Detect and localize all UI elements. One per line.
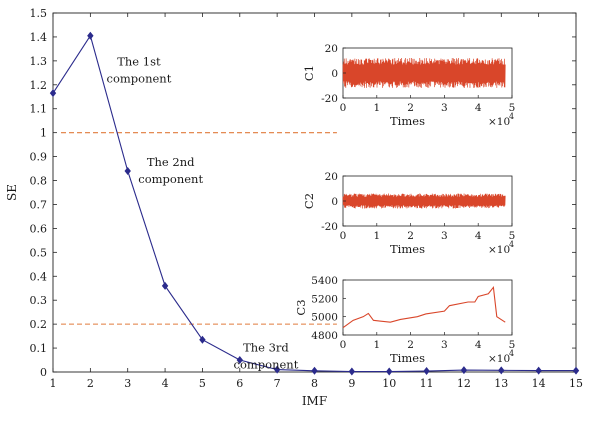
inset-signal (342, 193, 506, 209)
inset-y-tick-label: 0 (331, 196, 338, 208)
main-y-tick-label: 1 (40, 127, 47, 140)
main-y-tick-label: 0.6 (30, 222, 48, 235)
inset-y-axis-label: C2 (302, 193, 316, 209)
main-y-tick-label: 0 (40, 366, 47, 379)
inset-y-tick-label: 5400 (311, 275, 338, 287)
main-x-tick-label: 9 (348, 377, 355, 390)
main-x-tick-label: 12 (457, 377, 471, 390)
component-annotation: component (138, 172, 203, 186)
inset-signal (342, 285, 506, 329)
main-x-tick-label: 11 (420, 377, 434, 390)
inset-y-tick-label: 5200 (311, 293, 338, 305)
inset-frame (342, 279, 513, 336)
inset-y-tick-label: 5000 (311, 312, 338, 324)
se-data-point (236, 356, 243, 365)
inset-x-axis-label: Times (390, 114, 425, 128)
inset-x-tick-label: 2 (407, 339, 414, 351)
main-y-tick-label: 1.2 (30, 79, 48, 92)
inset-x-tick-label: 3 (441, 102, 448, 114)
inset-x-tick-label: 1 (373, 339, 380, 351)
main-x-tick-label: 1 (50, 377, 57, 390)
component-annotation: The 3rd (243, 341, 289, 355)
main-y-tick-label: 1.4 (30, 31, 48, 44)
se-data-point (348, 367, 356, 376)
main-x-tick-label: 5 (199, 377, 206, 390)
inset-x-tick-label: 3 (441, 339, 448, 351)
inset-y-tick-label: 0 (331, 68, 338, 80)
inset-x-scale-label: ×10 (488, 244, 510, 256)
inset-x-tick-label: 0 (340, 230, 347, 242)
se-data-point (535, 366, 542, 375)
main-x-tick-label: 15 (569, 377, 583, 390)
inset-x-tick-label: 4 (475, 339, 482, 351)
inset-x-scale-exponent: 4 (509, 349, 514, 358)
main-y-tick-label: 1.3 (30, 55, 48, 68)
main-y-tick-label: 0.2 (30, 318, 48, 331)
inset-y-tick-label: -20 (321, 221, 338, 233)
main-y-tick-label: 0.7 (30, 198, 48, 211)
main-y-tick-label: 0.3 (30, 294, 48, 307)
inset-x-scale-label: ×10 (488, 353, 510, 365)
inset-x-tick-label: 1 (373, 102, 380, 114)
se-data-point (199, 335, 206, 344)
main-y-tick-label: 1.1 (30, 103, 48, 116)
se-data-point (386, 367, 393, 376)
se-data-point (572, 366, 580, 375)
component-annotation: The 2nd (147, 155, 195, 169)
main-x-tick-label: 3 (124, 377, 131, 390)
main-y-tick-label: 0.5 (30, 246, 48, 259)
main-x-tick-label: 10 (382, 377, 396, 390)
component-annotation: component (107, 72, 172, 86)
inset-x-tick-label: 4 (475, 102, 482, 114)
inset-x-scale-exponent: 4 (509, 240, 514, 249)
main-y-tick-label: 0.1 (30, 342, 48, 355)
component-annotation: component (234, 358, 299, 372)
inset-x-scale-label: ×10 (488, 116, 510, 128)
inset-y-tick-label: 20 (325, 43, 338, 55)
inset-y-tick-label: 20 (325, 171, 338, 183)
se-data-point (311, 366, 318, 375)
se-data-point (87, 31, 94, 40)
inset-x-tick-label: 2 (407, 102, 414, 114)
main-y-tick-label: 0.4 (30, 270, 48, 283)
main-y-tick-label: 0.9 (30, 151, 48, 164)
inset-x-tick-label: 5 (509, 230, 516, 242)
main-x-tick-label: 6 (236, 377, 243, 390)
main-x-tick-label: 8 (311, 377, 318, 390)
inset-x-tick-label: 0 (340, 339, 347, 351)
main-x-tick-label: 4 (162, 377, 169, 390)
inset-y-tick-label: 4800 (311, 330, 338, 342)
inset-y-axis-label: C1 (302, 65, 316, 81)
main-x-tick-label: 14 (532, 377, 546, 390)
se-data-point (423, 367, 430, 376)
main-y-tick-label: 0.8 (30, 175, 48, 188)
inset-y-tick-label: -20 (321, 93, 338, 105)
se-data-point (161, 281, 169, 290)
inset-x-tick-label: 0 (340, 102, 347, 114)
component-annotation: The 1st (117, 55, 161, 69)
se-data-point (498, 366, 505, 375)
main-x-tick-label: 7 (274, 377, 281, 390)
main-x-tick-label: 13 (494, 377, 508, 390)
inset-x-tick-label: 3 (441, 230, 448, 242)
inset-x-tick-label: 2 (407, 230, 414, 242)
se-data-point (49, 89, 57, 98)
main-y-axis-label: SE (5, 184, 19, 201)
inset-x-axis-label: Times (390, 351, 425, 365)
se-data-point (273, 365, 281, 374)
inset-y-axis-label: C3 (294, 299, 308, 315)
inset-x-tick-label: 1 (373, 230, 380, 242)
inset-x-scale-exponent: 4 (509, 112, 514, 121)
inset-x-tick-label: 5 (509, 339, 516, 351)
se-data-point (460, 366, 468, 375)
se-data-point (124, 166, 131, 175)
main-y-tick-label: 1.5 (30, 7, 48, 20)
inset-x-axis-label: Times (390, 242, 425, 256)
inset-x-tick-label: 4 (475, 230, 482, 242)
main-x-tick-label: 2 (87, 377, 94, 390)
main-x-axis-label: IMF (302, 394, 327, 408)
inset-signal (342, 57, 506, 88)
inset-x-tick-label: 5 (509, 102, 516, 114)
